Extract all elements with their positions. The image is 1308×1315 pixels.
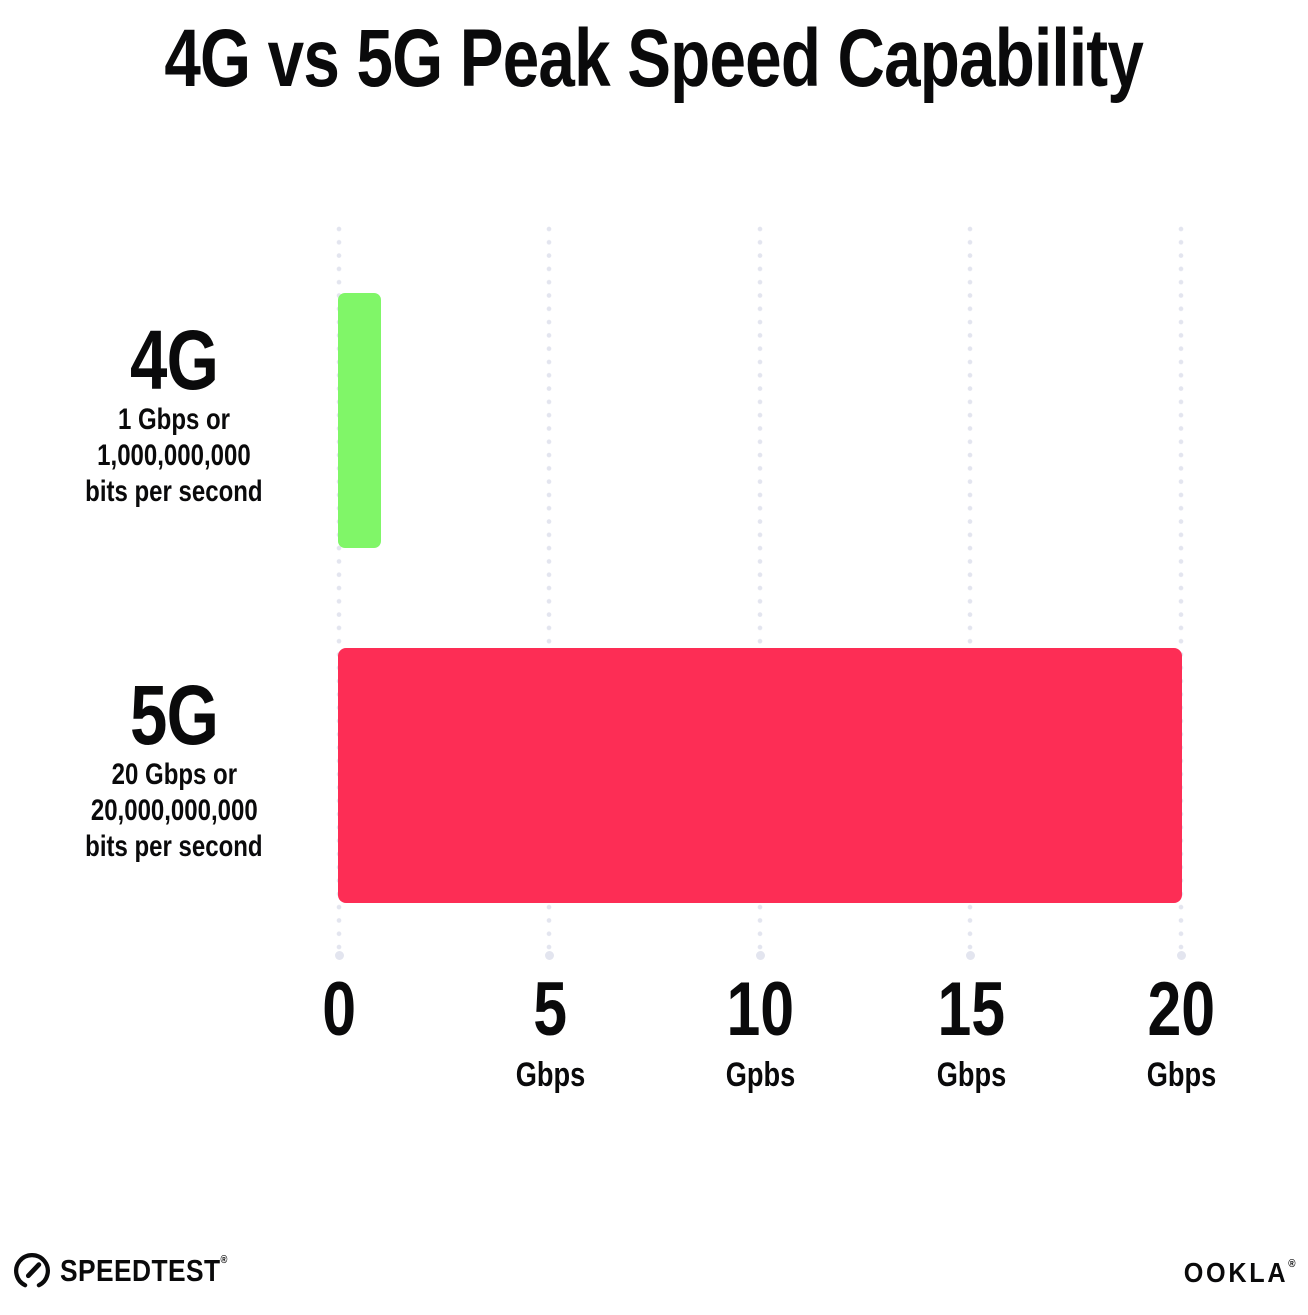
x-gridline-5 (544, 225, 554, 960)
x-tick-0-value: 0 (322, 967, 356, 1052)
ookla-registered-mark: ® (1288, 1258, 1298, 1270)
ookla-wordmark: OOKLA® (1183, 1257, 1298, 1288)
chart-title-text: 4G vs 5G Peak Speed Capability (164, 13, 1144, 104)
x-tick-15-value: 15 (937, 967, 1005, 1052)
x-tick-0: 0 (229, 972, 449, 1092)
row-label-4g-line2: 1,000,000,000 (97, 439, 251, 472)
x-tick-10: 10 Gpbs (650, 967, 870, 1094)
row-label-5g-title: 5G (129, 668, 219, 762)
row-label-4g-line1: 1 Gbps or (117, 403, 231, 436)
x-gridline-20 (1176, 225, 1186, 960)
x-tick-15-unit: Gbps (936, 1056, 1006, 1094)
chart-title: 4G vs 5G Peak Speed Capability (0, 13, 1308, 104)
bar-4g (338, 293, 381, 548)
row-label-4g-title: 4G (129, 313, 219, 407)
speedtest-wordmark: SPEEDTEST® (60, 1253, 228, 1288)
x-tick-5-unit: Gbps (515, 1056, 585, 1094)
row-label-4g-line3: bits per second (85, 475, 263, 508)
bar-5g (338, 648, 1182, 903)
x-tick-10-value: 10 (726, 967, 794, 1052)
x-tick-5: 5 Gbps (440, 967, 660, 1094)
x-gridline-10 (755, 225, 765, 960)
x-gridline-0 (334, 225, 344, 960)
x-tick-20-value: 20 (1147, 967, 1215, 1052)
x-gridline-15 (965, 225, 975, 960)
row-label-5g: 5G 20 Gbps or 20,000,000,000 bits per se… (28, 673, 320, 865)
ookla-logo: OOKLA® (1171, 1257, 1298, 1289)
row-label-4g: 4G 1 Gbps or 1,000,000,000 bits per seco… (28, 318, 320, 510)
speedtest-logo: SPEEDTEST® (13, 1252, 257, 1290)
x-tick-5-value: 5 (533, 967, 567, 1052)
x-tick-20: 20 Gbps (1071, 967, 1291, 1094)
row-label-5g-line3: bits per second (85, 830, 263, 863)
speedtest-gauge-icon (13, 1252, 51, 1290)
row-label-5g-line1: 20 Gbps or (111, 758, 237, 791)
x-tick-15: 15 Gbps (861, 967, 1081, 1094)
x-tick-10-unit: Gpbs (725, 1056, 795, 1094)
row-label-5g-line2: 20,000,000,000 (90, 794, 258, 827)
x-tick-20-unit: Gbps (1146, 1056, 1216, 1094)
speedtest-registered-mark: ® (220, 1254, 228, 1266)
